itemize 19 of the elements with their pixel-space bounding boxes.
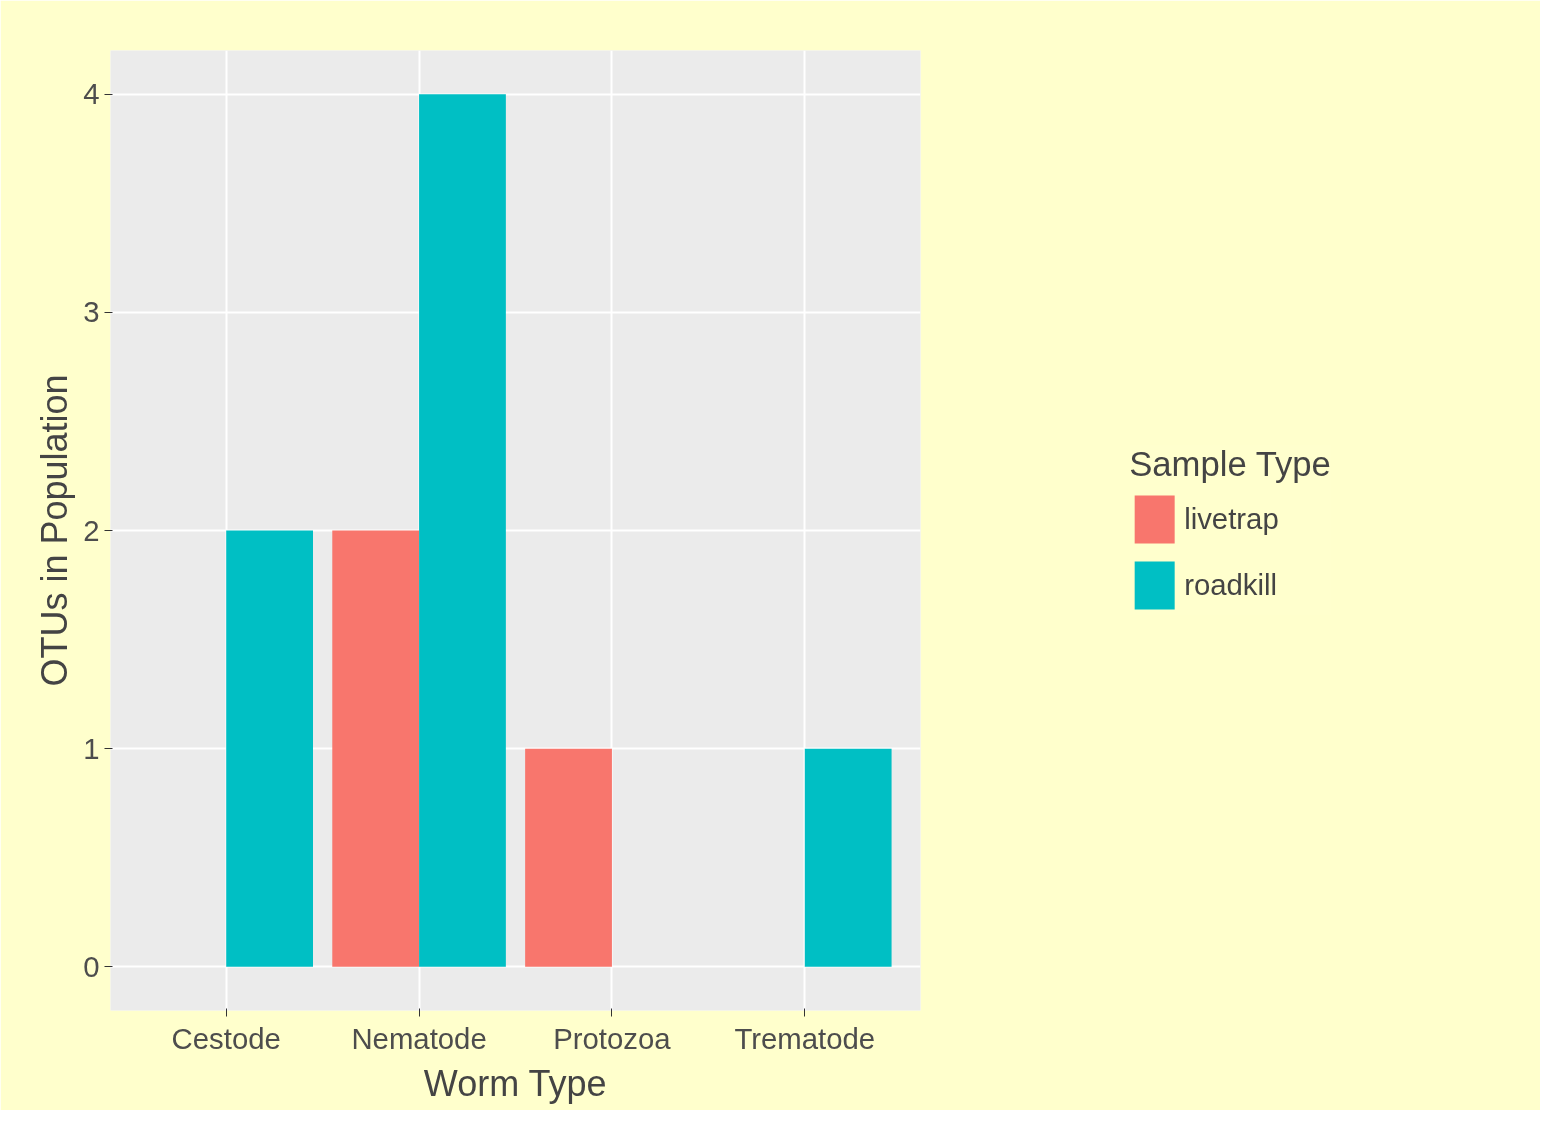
y-tick-label: 0 (83, 949, 100, 983)
x-tick-label: Nematode (351, 1021, 487, 1055)
bar (419, 94, 506, 967)
bar (332, 530, 420, 967)
legend-label: roadkill (1184, 567, 1278, 603)
y-tick-label: 2 (83, 513, 100, 547)
x-tick-label: Cestode (171, 1021, 281, 1055)
legend-title: Sample Type (1129, 445, 1331, 484)
y-tick-label: 1 (83, 731, 100, 765)
x-tick-label: Protozoa (553, 1021, 672, 1055)
bar (525, 748, 612, 967)
y-tick-label: 3 (83, 295, 100, 329)
y-axis-title: OTUs in Population (34, 374, 76, 687)
y-tick-label: 4 (83, 77, 100, 111)
x-tick-label: Trematode (734, 1021, 876, 1055)
x-axis-title: Worm Type (423, 1062, 607, 1104)
legend-label: livetrap (1184, 501, 1279, 537)
bar (804, 748, 892, 967)
bar (226, 530, 313, 967)
